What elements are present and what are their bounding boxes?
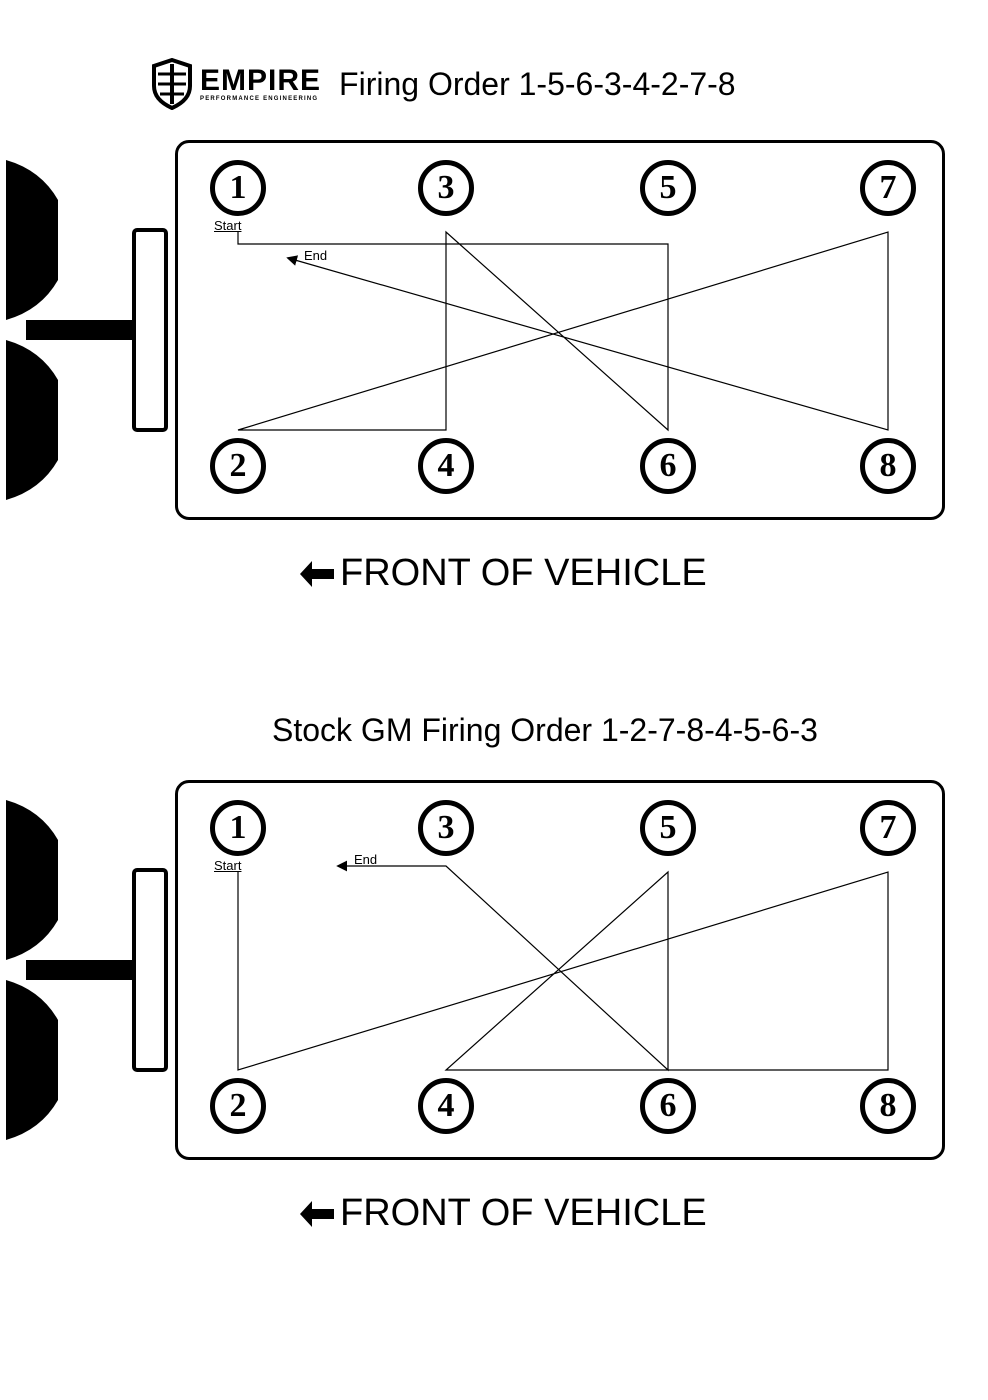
cylinder-3: 3	[418, 160, 474, 216]
shield-icon	[150, 58, 194, 110]
cylinder-label: 7	[880, 809, 897, 847]
cylinder-5: 5	[640, 800, 696, 856]
header-empire: EMPIRE PERFORMANCE ENGINEERING Firing Or…	[150, 58, 736, 110]
arrow-left-icon	[300, 1199, 334, 1229]
cylinder-label: 4	[438, 1087, 455, 1125]
cylinder-label: 3	[438, 809, 455, 847]
cylinder-label: 3	[438, 169, 455, 207]
cylinder-label: 1	[230, 809, 247, 847]
cylinder-label: 5	[660, 809, 677, 847]
cylinder-6: 6	[640, 438, 696, 494]
cylinder-1: 1	[210, 160, 266, 216]
fan-assembly-icon	[6, 150, 178, 510]
cylinder-label: 7	[880, 169, 897, 207]
start-label-2: Start	[214, 858, 241, 873]
end-label-1: End	[304, 248, 327, 263]
fan-assembly-icon	[6, 790, 178, 1150]
cylinder-label: 8	[880, 1087, 897, 1125]
start-label-1: Start	[214, 218, 241, 233]
cylinder-label: 6	[660, 447, 677, 485]
cylinder-label: 2	[230, 447, 247, 485]
cylinder-2: 2	[210, 1078, 266, 1134]
engine-box-stock	[175, 780, 945, 1160]
page-root: EMPIRE PERFORMANCE ENGINEERING Firing Or…	[0, 0, 988, 1400]
cylinder-8: 8	[860, 1078, 916, 1134]
cylinder-3: 3	[418, 800, 474, 856]
title-stock: Stock GM Firing Order 1-2-7-8-4-5-6-3	[272, 712, 818, 749]
front-label-text: FRONT OF VEHICLE	[340, 552, 707, 595]
cylinder-label: 5	[660, 169, 677, 207]
cylinder-7: 7	[860, 160, 916, 216]
front-label-1: FRONT OF VEHICLE	[300, 552, 707, 595]
cylinder-6: 6	[640, 1078, 696, 1134]
cylinder-4: 4	[418, 1078, 474, 1134]
front-label-text: FRONT OF VEHICLE	[340, 1192, 707, 1235]
cylinder-7: 7	[860, 800, 916, 856]
cylinder-label: 4	[438, 447, 455, 485]
empire-logo: EMPIRE PERFORMANCE ENGINEERING	[150, 58, 321, 110]
cylinder-2: 2	[210, 438, 266, 494]
arrow-left-icon	[300, 559, 334, 589]
engine-box-empire	[175, 140, 945, 520]
logo-subtitle: PERFORMANCE ENGINEERING	[200, 96, 321, 102]
logo-brand-text: EMPIRE	[200, 66, 321, 96]
title-empire: Firing Order 1-5-6-3-4-2-7-8	[339, 66, 736, 103]
end-label-2: End	[354, 852, 377, 867]
cylinder-label: 6	[660, 1087, 677, 1125]
front-label-2: FRONT OF VEHICLE	[300, 1192, 707, 1235]
cylinder-label: 2	[230, 1087, 247, 1125]
cylinder-8: 8	[860, 438, 916, 494]
cylinder-label: 1	[230, 169, 247, 207]
cylinder-1: 1	[210, 800, 266, 856]
cylinder-5: 5	[640, 160, 696, 216]
cylinder-4: 4	[418, 438, 474, 494]
cylinder-label: 8	[880, 447, 897, 485]
